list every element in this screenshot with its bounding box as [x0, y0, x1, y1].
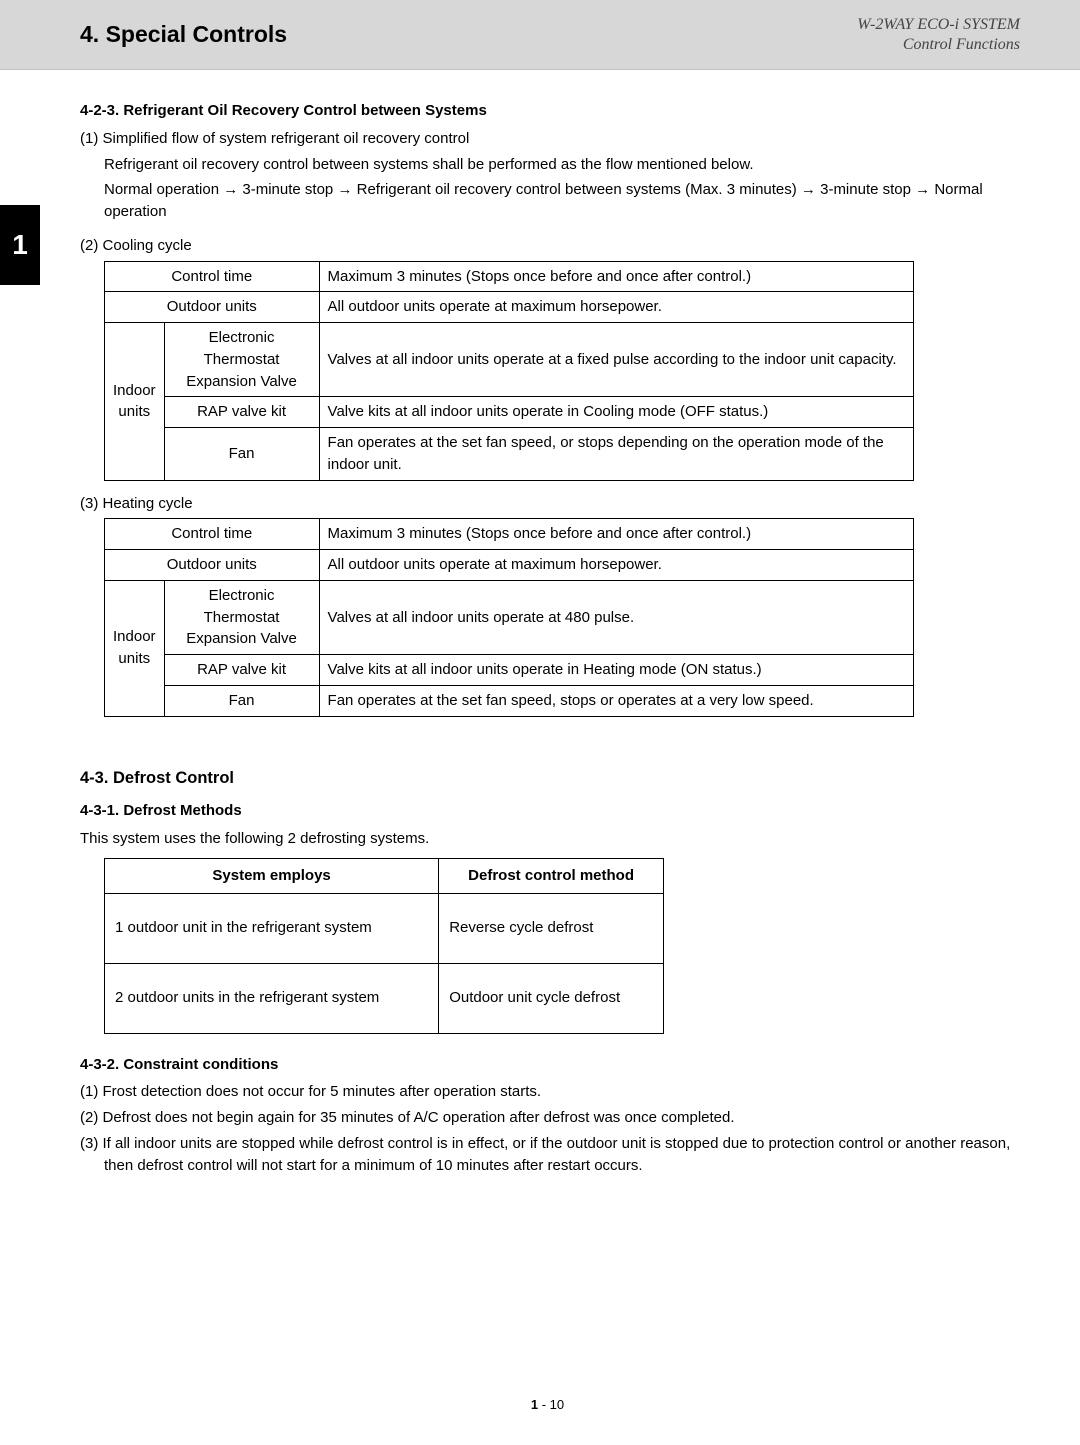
- chapter-title: 4. Special Controls: [80, 18, 287, 51]
- page-number: 1 - 10: [80, 1396, 1015, 1415]
- cell: Fan operates at the set fan speed, or st…: [319, 428, 913, 481]
- cell: Valves at all indoor units operate at 48…: [319, 580, 913, 654]
- cell: All outdoor units operate at maximum hor…: [319, 292, 913, 323]
- cooling-cycle-table: Control time Maximum 3 minutes (Stops on…: [104, 261, 914, 481]
- cell: Fan operates at the set fan speed, stops…: [319, 685, 913, 716]
- section-4-3-1-title: 4-3-1. Defrost Methods: [80, 800, 1015, 822]
- page-header: 4. Special Controls W-2WAY ECO-i SYSTEM …: [0, 0, 1080, 70]
- content-body: 4-2-3. Refrigerant Oil Recovery Control …: [0, 70, 1080, 1445]
- cell: Electronic Thermostat Expansion Valve: [164, 323, 319, 397]
- cell: All outdoor units operate at maximum hor…: [319, 550, 913, 581]
- cell: Electronic Thermostat Expansion Valve: [164, 580, 319, 654]
- page-page: 10: [550, 1397, 564, 1412]
- para-1b: Normal operation → 3-minute stop → Refri…: [104, 179, 1015, 223]
- cell: Fan: [164, 428, 319, 481]
- para-3-lead: (3) Heating cycle: [80, 493, 1015, 515]
- defrost-h1: System employs: [105, 858, 439, 893]
- cell: Outdoor units: [105, 292, 320, 323]
- cell: Maximum 3 minutes (Stops once before and…: [319, 261, 913, 292]
- cell: 2 outdoor units in the refrigerant syste…: [105, 963, 439, 1033]
- cell: Indoor units: [105, 580, 165, 716]
- cell: 1 outdoor unit in the refrigerant system: [105, 893, 439, 963]
- cell: Valve kits at all indoor units operate i…: [319, 655, 913, 686]
- cell: Outdoor unit cycle defrost: [439, 963, 664, 1033]
- cell: Reverse cycle defrost: [439, 893, 664, 963]
- cell: Valves at all indoor units operate at a …: [319, 323, 913, 397]
- cell: Indoor units: [105, 323, 165, 481]
- page-sep: -: [538, 1397, 550, 1412]
- cell: Maximum 3 minutes (Stops once before and…: [319, 519, 913, 550]
- section-4-3-title: 4-3. Defrost Control: [80, 767, 1015, 791]
- cell: RAP valve kit: [164, 655, 319, 686]
- para-1-lead: (1) Simplified flow of system refrigeran…: [104, 128, 1015, 150]
- page-chapter: 1: [531, 1397, 538, 1412]
- heating-cycle-table: Control time Maximum 3 minutes (Stops on…: [104, 518, 914, 716]
- cell: Valve kits at all indoor units operate i…: [319, 397, 913, 428]
- cell: RAP valve kit: [164, 397, 319, 428]
- doc-system: W-2WAY ECO-i SYSTEM: [857, 15, 1020, 35]
- defrost-h2: Defrost control method: [439, 858, 664, 893]
- constraint-1: (1) Frost detection does not occur for 5…: [104, 1081, 1015, 1103]
- section-4-3-2-title: 4-3-2. Constraint conditions: [80, 1054, 1015, 1076]
- doc-titles: W-2WAY ECO-i SYSTEM Control Functions: [857, 15, 1020, 55]
- defrost-intro: This system uses the following 2 defrost…: [80, 828, 1015, 850]
- cell: Outdoor units: [105, 550, 320, 581]
- constraint-3: (3) If all indoor units are stopped whil…: [104, 1133, 1015, 1177]
- para-2-lead: (2) Cooling cycle: [80, 235, 1015, 257]
- section-4-2-3-title: 4-2-3. Refrigerant Oil Recovery Control …: [80, 100, 1015, 122]
- constraint-2: (2) Defrost does not begin again for 35 …: [104, 1107, 1015, 1129]
- para-1a: Refrigerant oil recovery control between…: [104, 154, 1015, 176]
- defrost-methods-table: System employs Defrost control method 1 …: [104, 858, 664, 1034]
- cell: Control time: [105, 519, 320, 550]
- cell: Fan: [164, 685, 319, 716]
- doc-subtitle: Control Functions: [857, 35, 1020, 55]
- page-tab: 1: [0, 205, 40, 285]
- cell: Control time: [105, 261, 320, 292]
